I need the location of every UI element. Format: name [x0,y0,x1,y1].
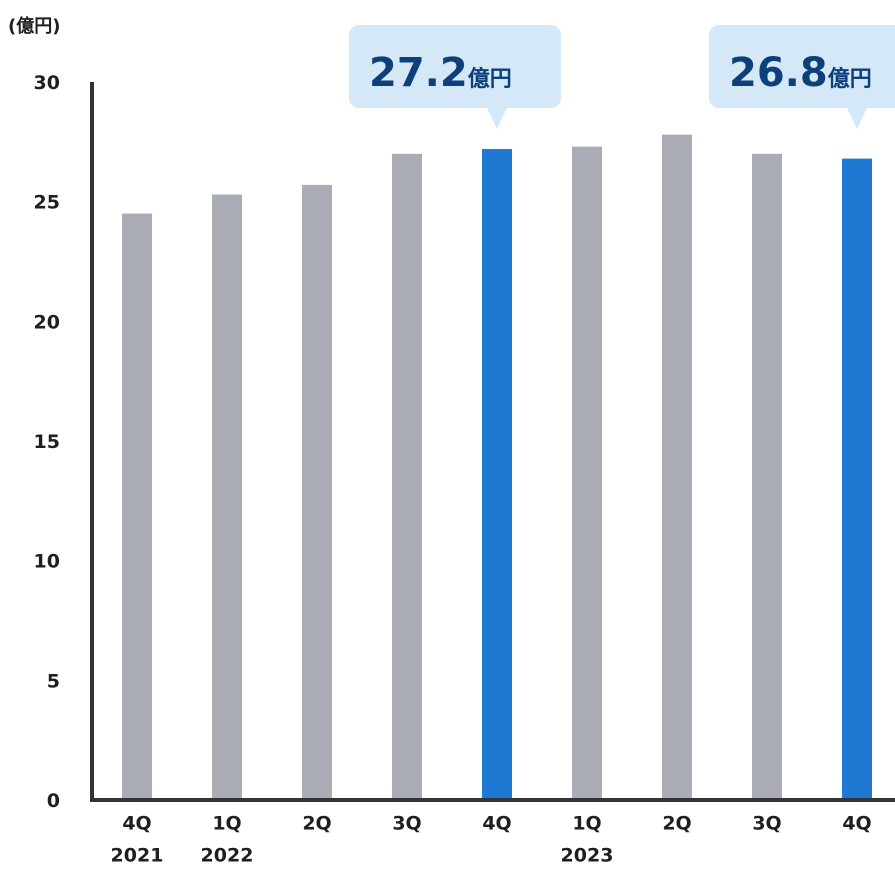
y-tick-labels: 0 5 10 15 20 25 30 [34,72,60,812]
bar-highlighted [842,158,872,801]
x-year-label: 2023 [561,845,614,867]
x-tick-label: 4Q [842,813,871,835]
x-tick-label: 3Q [752,813,781,835]
y-tick-label: 25 [34,192,60,214]
bar [662,134,692,800]
y-tick-label: 20 [34,311,60,333]
x-tick-label: 4Q [122,813,151,835]
callouts: 27.2億円 26.8億円 [349,25,895,129]
x-year-label: 2022 [201,845,254,867]
bars [122,134,872,801]
x-tick-label: 2Q [302,813,331,835]
bar [212,194,242,800]
value-callout: 26.8億円 [709,25,895,129]
callout-unit: 億円 [828,66,872,92]
y-tick-label: 30 [34,72,60,94]
y-tick-label: 5 [47,670,60,692]
callout-label: 27.2億円 [369,50,512,96]
x-tick-labels: 4Q 2021 1Q 2022 2Q 3Q 4Q 1Q 2023 2Q 3Q 4Q [111,813,872,867]
y-tick-label: 0 [47,790,60,812]
callout-pointer [487,108,507,129]
callout-value: 26.8 [729,50,828,96]
x-tick-label: 2Q [662,813,691,835]
callout-label: 26.8億円 [729,50,872,96]
callout-unit: 億円 [468,66,512,92]
callout-box [349,25,561,108]
bar [752,153,782,801]
bar [302,184,332,800]
bar [572,146,602,801]
bar-highlighted [482,149,512,800]
callout-box [709,25,895,108]
y-tick-label: 10 [34,551,60,573]
value-callout: 27.2億円 [349,25,561,129]
x-tick-label: 1Q [572,813,601,835]
x-tick-label: 4Q [482,813,511,835]
x-tick-label: 3Q [392,813,421,835]
callout-pointer [847,108,867,129]
x-tick-label: 1Q [212,813,241,835]
bar [392,153,422,801]
x-year-label: 2021 [111,845,164,867]
bar [122,213,152,801]
y-unit-label: (億円) [8,15,60,37]
y-tick-label: 15 [34,431,60,453]
callout-value: 27.2 [369,50,468,96]
